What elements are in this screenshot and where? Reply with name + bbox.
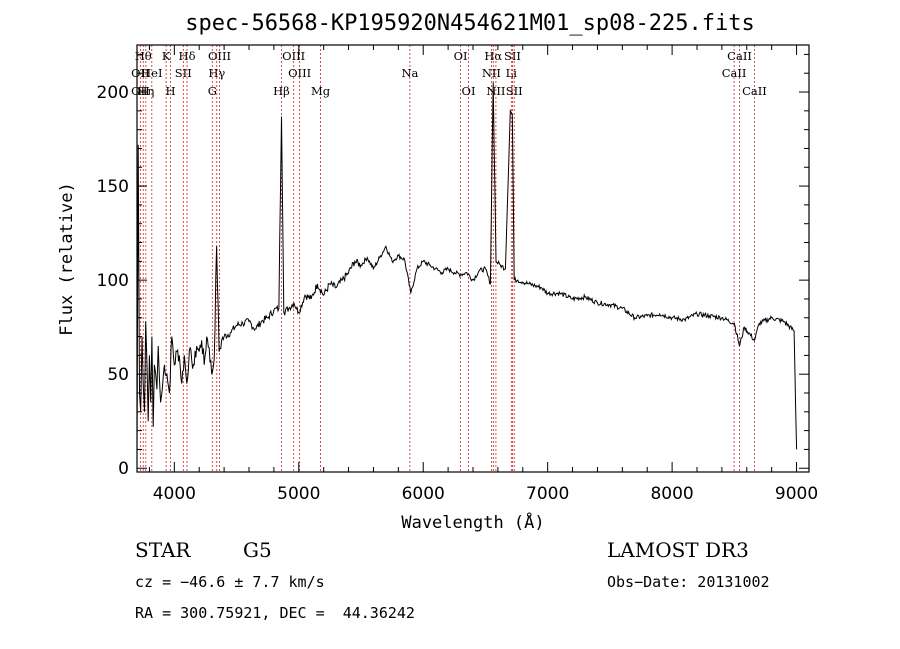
line-marker-label: Hγ xyxy=(208,66,225,80)
x-tick-label: 6000 xyxy=(402,484,445,504)
line-marker-label: OI xyxy=(454,49,468,63)
x-tick-label: 9000 xyxy=(775,484,818,504)
line-marker-label: SII xyxy=(175,66,192,80)
line-marker-label: SII xyxy=(506,84,523,98)
x-tick-label: 8000 xyxy=(650,484,693,504)
line-marker-label: OIII xyxy=(282,49,305,63)
y-tick-label: 50 xyxy=(107,365,129,385)
line-marker-label: OIII xyxy=(208,49,231,63)
line-marker-label: G xyxy=(208,84,217,98)
line-marker-label: H xyxy=(165,84,175,98)
line-marker-label: SII xyxy=(504,49,521,63)
chart-title: spec-56568-KP195920N454621M01_sp08-225.f… xyxy=(185,11,755,36)
y-axis: 0 50 100 150 200 xyxy=(97,53,809,479)
line-marker-label: Hη xyxy=(137,84,154,98)
y-axis-label: Flux (relative) xyxy=(57,182,77,336)
x-axis-label: Wavelength (Å) xyxy=(401,511,544,533)
x-tick-label: 7000 xyxy=(526,484,569,504)
y-tick-label: 0 xyxy=(118,459,129,479)
spectrum-series xyxy=(136,82,798,454)
line-marker-label: CaII xyxy=(727,49,752,63)
x-tick-label: 5000 xyxy=(277,484,320,504)
x-axis: 4000 5000 6000 7000 8000 9000 xyxy=(148,45,818,504)
line-marker-label: CaII xyxy=(722,66,747,80)
line-marker-label: Hα xyxy=(484,49,502,63)
line-marker-label: OII xyxy=(131,66,150,80)
line-marker-label: Li xyxy=(506,66,518,80)
line-marker-label: Hθ xyxy=(135,49,152,63)
line-marker-label: OII xyxy=(131,84,150,98)
line-marker-label: NII xyxy=(486,84,505,98)
line-marker-label: Hβ xyxy=(273,84,290,98)
line-marker-label: K xyxy=(162,49,171,63)
redshift-velocity: cz = −46.6 ± 7.7 km/s xyxy=(135,573,325,591)
sky-coordinates: RA = 300.75921, DEC = 44.36242 xyxy=(135,604,415,622)
plot-frame xyxy=(136,44,810,473)
x-tick-label: 4000 xyxy=(153,484,196,504)
line-marker-label: NII xyxy=(482,66,501,80)
line-marker-label: Na xyxy=(401,66,418,80)
line-marker-label: HeI xyxy=(141,66,162,80)
spectrum-line xyxy=(136,82,798,454)
y-tick-label: 200 xyxy=(97,83,129,103)
object-class: STAR xyxy=(135,538,191,562)
y-tick-label: 100 xyxy=(97,271,129,291)
line-marker-label: OI xyxy=(462,84,476,98)
object-subclass: G5 xyxy=(243,538,272,562)
line-marker-label: Hδ xyxy=(179,49,196,63)
survey-name: LAMOST DR3 xyxy=(607,538,749,562)
line-marker-label: Mg xyxy=(311,84,331,98)
line-marker-label: OIII xyxy=(288,66,311,80)
observation-date: Obs−Date: 20131002 xyxy=(607,573,770,591)
y-tick-label: 150 xyxy=(97,177,129,197)
line-markers xyxy=(139,45,755,472)
line-marker-label: CaII xyxy=(742,84,767,98)
